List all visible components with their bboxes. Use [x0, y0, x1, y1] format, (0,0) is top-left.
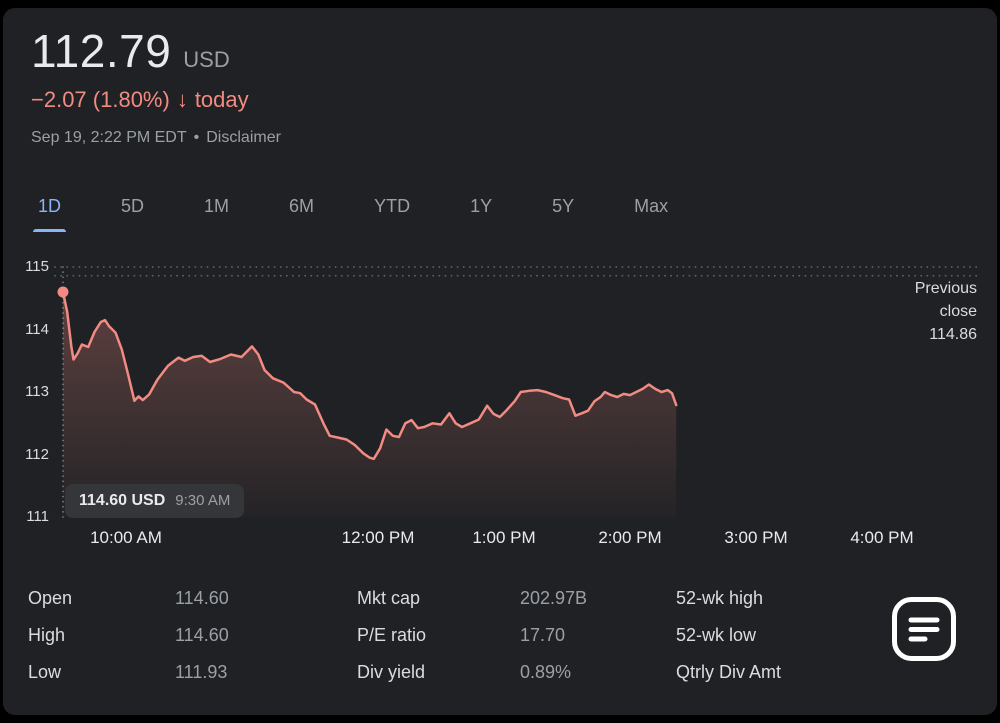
- stat-label: P/E ratio: [357, 625, 427, 645]
- quote-header: 112.79 USD −2.07 (1.80%) ↓ today Sep 19,…: [31, 24, 281, 147]
- quote-timestamp: Sep 19, 2:22 PM EDT: [31, 129, 187, 146]
- stats-column: Mkt cap 202.97B P/E ratio 17.70 Div yield 0.8…: [357, 580, 657, 691]
- tab-label: 1D: [38, 196, 62, 216]
- chart-tooltip: 114.60 USD 9:30 AM: [65, 484, 245, 518]
- currency-label: USD: [183, 47, 230, 72]
- tab-label: Max: [634, 196, 669, 216]
- stat-value: 0.89%: [520, 662, 572, 682]
- stat-value: 111.93: [175, 662, 228, 682]
- stat-row: Mkt cap 202.97B: [357, 580, 657, 617]
- stat-label: Div yield: [357, 662, 426, 682]
- active-tab-underline: [33, 229, 67, 232]
- stat-label: Mkt cap: [357, 588, 421, 608]
- stat-row: Low 111.93: [28, 654, 328, 691]
- y-axis-label: 111: [26, 508, 49, 525]
- x-axis-label: 4:00 PM: [850, 528, 914, 547]
- stat-row: Qtrly Div Amt: [676, 654, 956, 691]
- x-axis-label: 1:00 PM: [472, 528, 536, 547]
- google-finance-panel: 112.79 USD −2.07 (1.80%) ↓ today Sep 19,…: [3, 8, 997, 715]
- tab-label: YTD: [374, 196, 411, 216]
- range-tabs: 1D 5D 1M 6M YTD 1Y 5Y Max: [33, 196, 668, 232]
- price-change: −2.07 (1.80%) ↓ today: [31, 87, 281, 113]
- stat-value: 114.60: [175, 625, 229, 645]
- tab-ytd[interactable]: YTD: [374, 196, 410, 232]
- capture-frame-icon: [892, 597, 956, 661]
- tooltip-price: 114.60 USD: [79, 492, 166, 509]
- stats-column: 52-wk high 52-wk low Qtrly Div Amt: [676, 580, 956, 691]
- disclaimer-link[interactable]: Disclaimer: [206, 129, 281, 146]
- y-axis-label: 114: [25, 320, 49, 338]
- stat-label: 52-wk high: [676, 588, 764, 608]
- previous-close-label: Previous close 114.86: [915, 277, 977, 346]
- arrow-down-icon: ↓: [176, 87, 188, 112]
- y-axis-label: 113: [25, 383, 49, 400]
- previous-close-value: 114.86: [929, 326, 977, 343]
- stat-label: Qtrly Div Amt: [676, 662, 782, 682]
- x-axis-label: 12:00 PM: [341, 528, 415, 547]
- y-axis-label: 115: [25, 258, 49, 275]
- price-row: 112.79 USD: [31, 24, 281, 78]
- price-line: [61, 290, 678, 461]
- x-axis-labels: 10:00 AM 12:00 PM 1:00 PM 2:00 PM 3:00 PM 4:0…: [3, 528, 997, 552]
- tab-label: 6M: [289, 196, 315, 216]
- price-chart[interactable]: [3, 258, 997, 543]
- screen-capture-icon[interactable]: [887, 592, 961, 666]
- tab-label: 5D: [121, 196, 145, 216]
- stat-row: 52-wk high: [676, 580, 956, 617]
- stat-value: 202.97B: [520, 588, 588, 608]
- tab-1y[interactable]: 1Y: [470, 196, 492, 232]
- stat-row: Div yield 0.89%: [357, 654, 657, 691]
- stat-label: 52-wk low: [676, 625, 757, 645]
- stat-value: 17.70: [520, 625, 566, 645]
- tab-label: 1Y: [470, 196, 493, 216]
- current-price: 112.79: [31, 25, 172, 77]
- x-axis-label: 2:00 PM: [598, 528, 662, 547]
- tab-1d[interactable]: 1D: [33, 196, 67, 232]
- tab-5d[interactable]: 5D: [121, 196, 144, 232]
- previous-close-line2: close: [939, 303, 977, 320]
- stat-row: 52-wk low: [676, 617, 956, 654]
- dot-separator: •: [193, 129, 200, 146]
- stat-row: High 114.60: [28, 617, 328, 654]
- previous-close-line1: Previous: [914, 280, 977, 297]
- stat-row: Open 114.60: [28, 580, 328, 617]
- tab-label: 1M: [204, 196, 230, 216]
- price-area: [63, 292, 677, 517]
- price-marker-dot: [57, 286, 69, 298]
- tab-label: 5Y: [552, 196, 575, 216]
- tooltip-time: 9:30 AM: [175, 492, 231, 509]
- tab-max[interactable]: Max: [634, 196, 668, 232]
- tab-6m[interactable]: 6M: [289, 196, 314, 232]
- x-axis-label: 10:00 AM: [90, 528, 162, 547]
- tab-5y[interactable]: 5Y: [552, 196, 574, 232]
- x-axis-label: 3:00 PM: [724, 528, 788, 547]
- stat-label: High: [28, 625, 66, 645]
- change-period: today: [194, 87, 249, 112]
- change-amount: −2.07 (1.80%): [31, 87, 170, 112]
- chart-area: 114.60 USD 9:30 AM 115 114 113 112 111: [3, 258, 997, 543]
- stats-column: Open 114.60 High 114.60 Low 111.93: [28, 580, 328, 691]
- y-axis-label: 112: [25, 445, 49, 463]
- timestamp-row: Sep 19, 2:22 PM EDT • Disclaimer: [31, 129, 281, 147]
- stat-label: Open: [28, 588, 73, 608]
- stat-label: Low: [28, 662, 62, 682]
- stat-row: P/E ratio 17.70: [357, 617, 657, 654]
- stat-value: 114.60: [175, 588, 229, 608]
- tab-1m[interactable]: 1M: [204, 196, 229, 232]
